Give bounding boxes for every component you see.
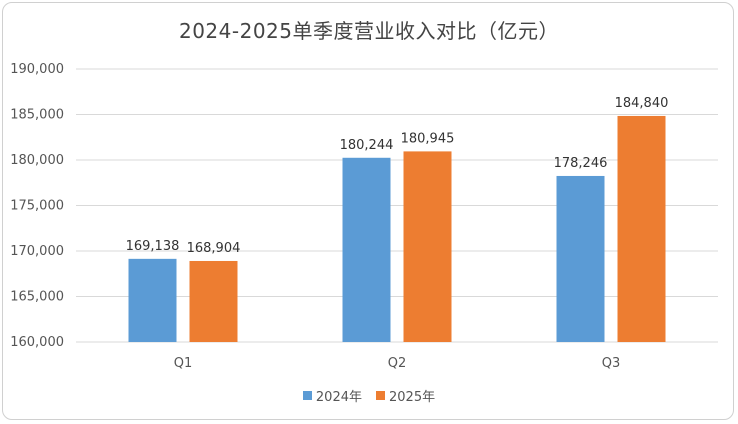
x-tick-label: Q3 <box>602 356 621 371</box>
data-label: 178,246 <box>554 156 608 171</box>
y-tick-label: 190,000 <box>10 62 64 77</box>
legend-item-2025: 2025年 <box>376 386 435 405</box>
y-tick-label: 165,000 <box>10 290 64 305</box>
bar-2024年-Q2 <box>342 157 391 342</box>
data-label: 169,138 <box>126 239 180 254</box>
legend: 2024年 2025年 <box>0 386 738 405</box>
y-tick-label: 160,000 <box>10 335 64 350</box>
x-tick-label: Q1 <box>174 356 193 371</box>
legend-label-2025: 2025年 <box>389 390 436 405</box>
y-tick-label: 185,000 <box>10 108 64 123</box>
bar-2024年-Q1 <box>128 258 177 342</box>
y-tick-label: 180,000 <box>10 153 64 168</box>
bar-2025年-Q3 <box>617 115 666 343</box>
bar-2025年-Q2 <box>403 151 452 342</box>
legend-item-2024: 2024年 <box>302 386 362 405</box>
y-tick-label: 175,000 <box>10 199 64 214</box>
bar-2025年-Q1 <box>189 260 238 342</box>
legend-label-2024: 2024年 <box>315 390 362 405</box>
chart-title: 2024-2025单季度营业收入对比（亿元） <box>178 19 559 43</box>
data-label: 168,904 <box>187 241 241 256</box>
y-tick-label: 170,000 <box>10 244 64 259</box>
bar-2024年-Q3 <box>556 175 605 342</box>
data-label: 184,840 <box>615 96 669 111</box>
legend-swatch-2025 <box>376 391 385 400</box>
data-label: 180,945 <box>401 131 455 146</box>
data-label: 180,244 <box>340 138 394 153</box>
legend-swatch-2024 <box>302 391 312 400</box>
x-tick-label: Q2 <box>388 356 407 371</box>
